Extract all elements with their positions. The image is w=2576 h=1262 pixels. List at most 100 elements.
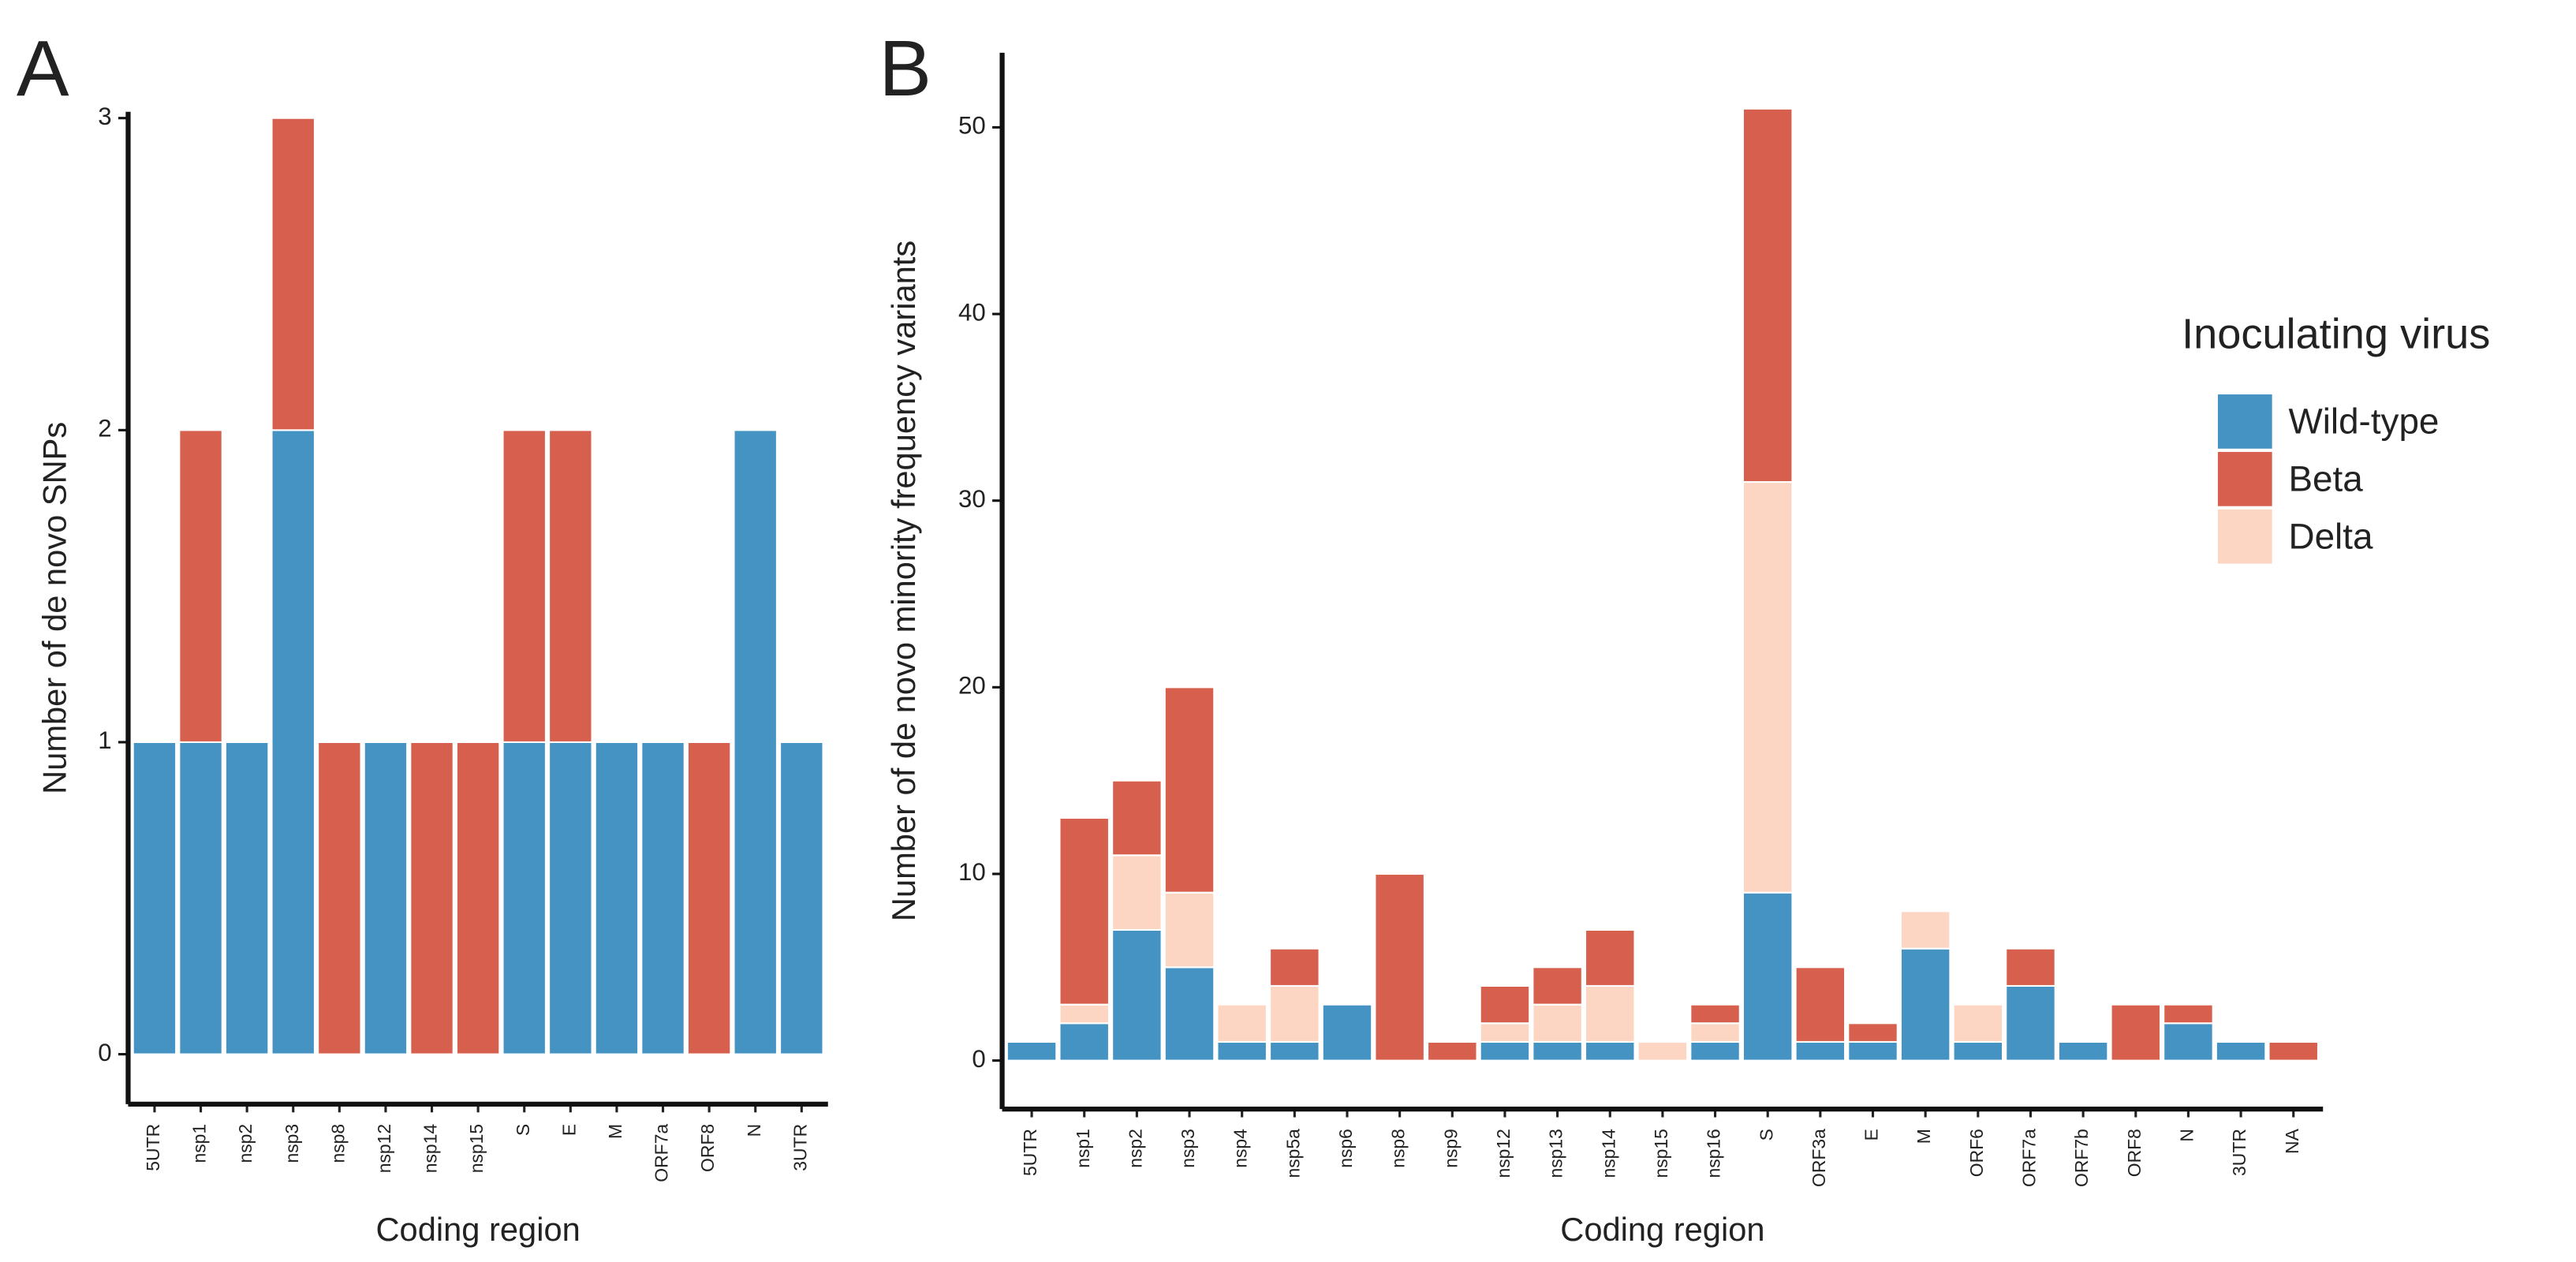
x-tick-label: nsp9	[1440, 1129, 1461, 1168]
bar-segment	[1163, 891, 1215, 969]
bar-segment	[1742, 107, 1794, 484]
x-tick-label: nsp8	[1388, 1129, 1409, 1168]
x-tick-label: nsp1	[189, 1124, 210, 1163]
x-tick-label: E	[558, 1124, 579, 1136]
x-tick-label: ORF7b	[2071, 1129, 2092, 1187]
bar-segment	[1584, 1040, 1636, 1062]
bar-segment	[1216, 1040, 1267, 1062]
x-axis-title: Coding region	[375, 1211, 580, 1248]
bar-segment	[2163, 1003, 2214, 1025]
y-tick-label: 40	[958, 298, 986, 326]
bar-segment	[178, 741, 223, 1055]
bar-segment	[1584, 928, 1636, 987]
x-tick-label: nsp4	[1230, 1129, 1251, 1168]
x-tick-label: E	[1861, 1129, 1882, 1141]
x-tick-label: NA	[2282, 1128, 2302, 1154]
bar-segment	[1952, 1040, 2004, 1062]
bar-segment	[1847, 1022, 1898, 1043]
x-tick-label: 3UTR	[790, 1124, 810, 1171]
legend-label: Wild-type	[2288, 401, 2439, 442]
x-tick-label: nsp15	[466, 1124, 487, 1173]
bar-segment	[1163, 966, 1215, 1062]
bar-segment	[2163, 1022, 2214, 1062]
legend-key	[2217, 509, 2272, 564]
bar-segment	[1899, 910, 1951, 950]
bar-segment	[1269, 984, 1320, 1043]
legend-title: Inoculating virus	[2182, 311, 2490, 358]
x-tick-label: nsp15	[1651, 1129, 1671, 1178]
bar-segment	[1794, 966, 1846, 1043]
bar-segment	[1689, 1040, 1741, 1062]
bar-segment	[178, 429, 223, 743]
bar-segment	[548, 741, 593, 1055]
bar-segment	[548, 429, 593, 743]
bar-segment	[1899, 947, 1951, 1062]
x-tick-label: M	[1913, 1129, 1934, 1144]
bar-segment	[1269, 1040, 1320, 1062]
bar-segment	[1269, 947, 1320, 987]
panel-label: A	[17, 24, 69, 113]
x-tick-label: 5UTR	[143, 1124, 163, 1171]
bar-segment	[2268, 1040, 2320, 1062]
x-tick-label: 5UTR	[1020, 1129, 1040, 1176]
bar-segment	[455, 741, 501, 1055]
y-tick-label: 0	[972, 1045, 985, 1073]
bar-segment	[132, 741, 177, 1055]
x-tick-label: ORF8	[697, 1124, 718, 1172]
bar-segment	[1006, 1040, 1058, 1062]
bar-segment	[271, 117, 315, 431]
legend-label: Delta	[2288, 516, 2373, 556]
x-tick-label: ORF7a	[651, 1124, 672, 1182]
panel-label: B	[879, 24, 931, 113]
legend-key	[2217, 451, 2272, 506]
x-tick-label: ORF8	[2124, 1129, 2145, 1177]
x-tick-label: nsp16	[1704, 1129, 1724, 1178]
x-tick-label: nsp14	[420, 1124, 441, 1174]
y-axis-title: Number of de novo SNPs	[35, 422, 73, 794]
x-tick-label: nsp3	[1178, 1129, 1198, 1168]
bar-segment	[409, 741, 454, 1055]
bar-segment	[1742, 891, 1794, 1062]
bar-segment	[2005, 984, 2056, 1062]
x-tick-label: N	[2176, 1129, 2197, 1142]
bar-segment	[502, 741, 547, 1055]
bar-segment	[1163, 686, 1215, 894]
x-tick-label: ORF3a	[1809, 1129, 1829, 1187]
x-tick-label: M	[605, 1124, 625, 1139]
bar-segment	[1058, 1003, 1111, 1025]
bar-segment	[1952, 1003, 2004, 1043]
bar-segment	[224, 741, 270, 1055]
bar-segment	[1742, 481, 1794, 894]
bar-segment	[271, 429, 315, 1055]
y-tick-label: 50	[958, 112, 986, 140]
x-tick-label: nsp3	[282, 1124, 302, 1163]
bar-segment	[1689, 1003, 1741, 1025]
x-tick-label: nsp8	[327, 1124, 348, 1163]
bar-segment	[1058, 1022, 1111, 1062]
legend-label: Beta	[2288, 459, 2363, 499]
bar-segment	[686, 741, 732, 1055]
x-tick-label: S	[1756, 1129, 1776, 1141]
x-tick-label: nsp1	[1073, 1129, 1093, 1168]
bar-segment	[1532, 966, 1583, 1006]
bar-segment	[1584, 984, 1636, 1043]
bar-segment	[779, 741, 824, 1055]
x-tick-label: nsp5a	[1282, 1129, 1303, 1178]
bar-segment	[1321, 1003, 1373, 1062]
bar-segment	[1847, 1040, 1898, 1062]
bar-segment	[1479, 1040, 1531, 1062]
bar-segment	[1479, 1022, 1531, 1043]
y-tick-label: 0	[98, 1039, 111, 1066]
y-tick-label: 10	[958, 858, 986, 886]
y-tick-label: 30	[958, 485, 986, 513]
x-tick-label: nsp2	[1125, 1129, 1145, 1168]
x-tick-label: nsp12	[1493, 1129, 1514, 1178]
bar-segment	[1427, 1040, 1478, 1062]
bar-segment	[1058, 816, 1111, 1006]
bar-segment	[1532, 1003, 1583, 1043]
bar-segment	[2005, 947, 2056, 987]
bar-segment	[2110, 1003, 2162, 1062]
x-tick-label: S	[513, 1124, 533, 1136]
bar-segment	[317, 741, 362, 1055]
legend-key	[2217, 394, 2272, 449]
